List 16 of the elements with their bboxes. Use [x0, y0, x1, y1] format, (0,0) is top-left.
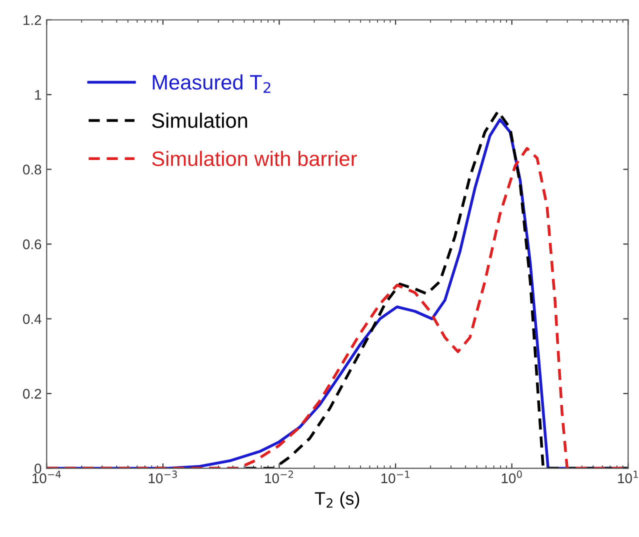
x-tick-label: 10$^{1}$ — [618, 470, 638, 484]
x-tick-label: 10$^{−2}$ — [265, 470, 293, 484]
y-tick-label: 1.2 — [24, 15, 42, 25]
y-tick-label: 0.4 — [23, 314, 42, 324]
x-tick-label: 10$^{−1}$ — [381, 470, 410, 484]
x-axis-title: T$_{2}$ (s) — [314, 492, 360, 508]
y-tick-label: 0 — [34, 464, 42, 474]
y-tick-label: 0.8 — [23, 164, 42, 175]
legend-label: Simulation with barrier — [152, 150, 357, 166]
x-tick-label: 10$^{0}$ — [502, 470, 522, 484]
y-tick-label: 1 — [35, 90, 42, 100]
legend-label: Measured T$_{2}$ — [152, 74, 270, 93]
y-tick-label: 0.6 — [23, 239, 42, 250]
y-tick-label: 0.2 — [23, 388, 42, 399]
x-tick-label: 10$^{−3}$ — [148, 470, 177, 484]
legend-label: Simulation — [152, 112, 248, 128]
